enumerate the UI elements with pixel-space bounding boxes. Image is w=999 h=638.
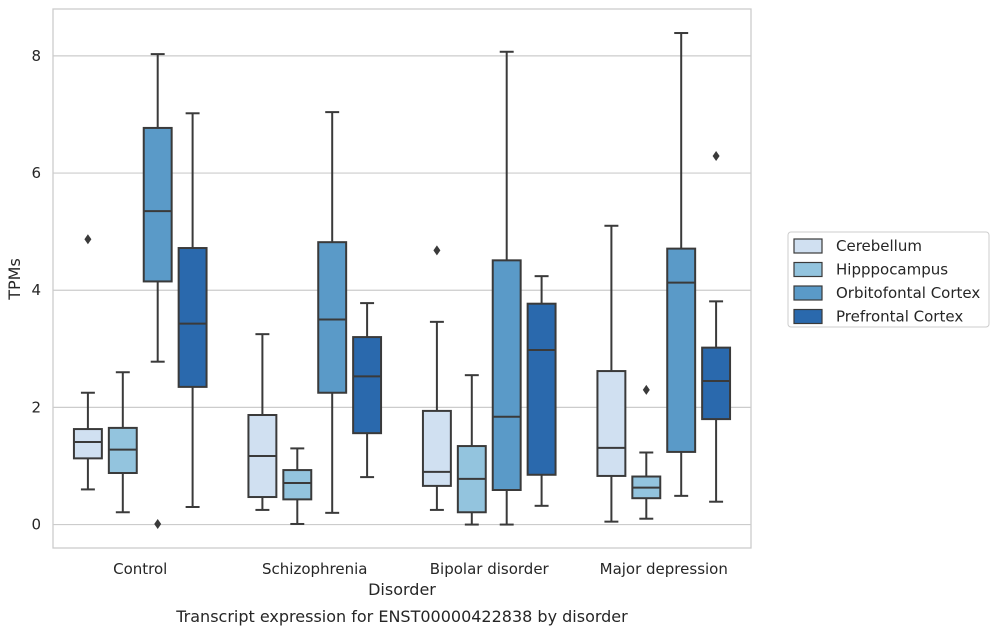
x-tick-labels: Control Schizophrenia Bipolar disorder Majo… — [113, 560, 728, 578]
y-tick-labels: 0 2 4 6 8 — [31, 47, 41, 534]
x-axis-label: Disorder — [368, 580, 436, 599]
y-tick-label-6: 6 — [31, 164, 41, 182]
y-tick-label-0: 0 — [31, 516, 41, 534]
x-tick-label-1: Schizophrenia — [262, 560, 367, 578]
box-0-0-outlier-0 — [84, 234, 92, 245]
box-0-0-iqr — [72, 428, 103, 460]
box-0-3-iqr — [596, 370, 627, 477]
box-0-2-outlier-0 — [433, 245, 441, 256]
chart-title: Transcript expression for ENST0000042283… — [175, 607, 628, 626]
y-tick-label-4: 4 — [31, 281, 41, 299]
legend-label-1: Hipppocampus — [836, 261, 948, 279]
box-2-0-outlier-0 — [154, 518, 162, 529]
box-2-3-iqr — [666, 247, 697, 453]
y-axis-label: TPMs — [5, 258, 24, 301]
y-tick-label-8: 8 — [31, 47, 41, 65]
boxes — [72, 32, 732, 529]
x-tick-label-2: Bipolar disorder — [430, 560, 550, 578]
legend-swatch-2 — [793, 285, 823, 301]
box-3-1-iqr — [352, 336, 383, 435]
x-tick-label-0: Control — [113, 560, 167, 578]
legend-frame — [787, 231, 990, 328]
legend-label-3: Prefrontal Cortex — [836, 308, 963, 326]
box-2-0-iqr — [142, 126, 173, 283]
legend-swatch-1 — [793, 261, 823, 278]
plot-frame — [52, 8, 752, 549]
legend-label-0: Cerebellum — [836, 237, 922, 255]
box-3-3-outlier-0 — [712, 151, 720, 162]
legend-label-2: Orbitofontal Cortex — [836, 284, 980, 302]
box-3-3-iqr — [701, 346, 732, 421]
box-3-0-iqr — [177, 247, 208, 388]
box-1-3-outlier-0 — [642, 384, 650, 395]
legend-swatch-3 — [793, 308, 823, 325]
box-1-1-iqr — [282, 469, 313, 501]
box-0-2-iqr — [421, 409, 452, 487]
legend-swatch-0 — [793, 238, 823, 254]
box-3-2-iqr — [526, 302, 557, 476]
box-2-1-iqr — [317, 241, 348, 394]
legend: Cerebellum Hipppocampus Orbitofontal Corte… — [787, 231, 990, 328]
x-tick-label-3: Major depression — [600, 560, 728, 578]
y-tick-label-2: 2 — [31, 398, 41, 416]
box-2-2-iqr — [491, 259, 522, 491]
